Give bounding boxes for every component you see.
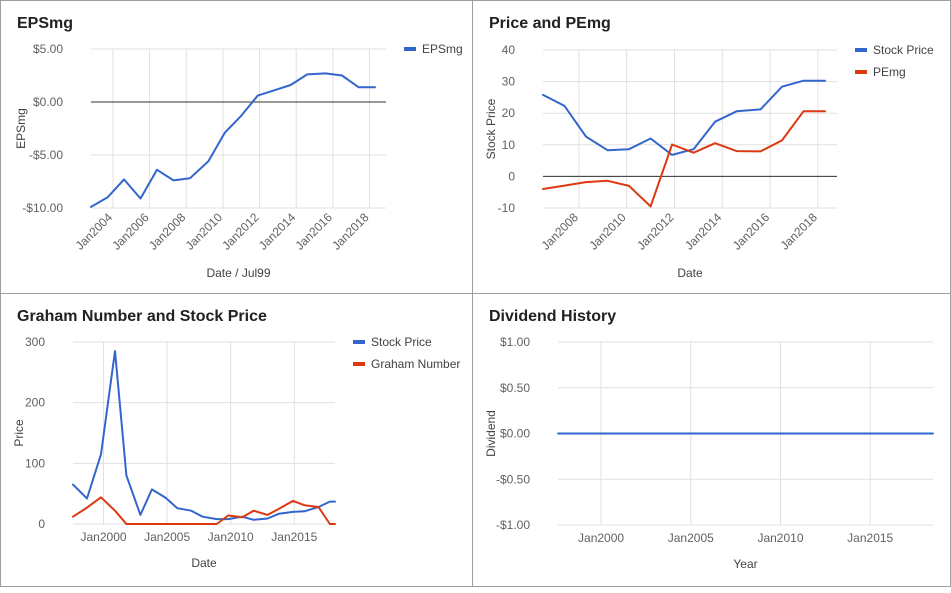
chart-panel-price-pemg: Price and PEmg 40 30 20 10 0 -10 Jan2008 Jan201… <box>472 0 951 294</box>
x-tick-label: Jan2010 <box>208 530 254 544</box>
y-tick-label: $0.50 <box>500 381 530 395</box>
legend-swatch <box>353 340 365 344</box>
y-tick-label: -$1.00 <box>496 518 530 532</box>
y-axis-label: EPSmg <box>14 108 28 149</box>
x-tick-label: Jan2000 <box>81 530 127 544</box>
legend-label: Stock Price <box>371 335 432 349</box>
y-tick-label: 0 <box>38 517 45 531</box>
chart-title: Graham Number and Stock Price <box>17 308 267 325</box>
y-tick-label: -10 <box>498 201 516 215</box>
x-tick-label: Jan2006 <box>109 210 152 253</box>
legend-label: Stock Price <box>873 43 934 57</box>
x-tick-label: Jan2004 <box>73 210 116 253</box>
dividend-chart: $1.00 $0.50 $0.00 -$0.50 -$1.00 Jan2000 Jan200… <box>484 335 934 571</box>
chart-panel-epsmg: EPSmg $5.00 $0.00 -$5.00 -$10.00 Jan2004 Jan2… <box>0 0 473 294</box>
y-tick-label: 10 <box>502 138 516 152</box>
legend-label: EPSmg <box>422 42 463 56</box>
series-line-graham-number <box>72 496 336 525</box>
x-tick-label: Jan2016 <box>730 210 773 253</box>
y-tick-label: 200 <box>25 396 45 410</box>
y-axis-label: Stock Price <box>484 98 498 159</box>
x-tick-label: Jan2008 <box>539 210 582 253</box>
y-axis-label: Price <box>12 419 26 447</box>
y-tick-label: 20 <box>502 106 516 120</box>
y-tick-label: -$5.00 <box>29 148 63 162</box>
y-axis-label: Dividend <box>484 410 498 457</box>
x-tick-label: Jan2014 <box>682 210 725 253</box>
y-tick-label: 30 <box>502 75 516 89</box>
legend-swatch <box>353 362 365 366</box>
chart-title: EPSmg <box>17 15 74 32</box>
x-tick-label: Jan2014 <box>256 210 299 253</box>
chart-panel-dividend: Dividend History $1.00 $0.50 $0.00 -$0.50 -$… <box>472 293 951 587</box>
x-tick-label: Jan2012 <box>634 210 677 253</box>
legend-label: PEmg <box>873 65 906 79</box>
y-tick-label: 100 <box>25 456 45 470</box>
x-tick-label: Jan2010 <box>183 210 226 253</box>
x-tick-label: Jan2010 <box>586 210 629 253</box>
series-line-stock-price <box>72 350 336 521</box>
series-line-pemg <box>542 110 826 208</box>
y-tick-label: 40 <box>502 43 516 57</box>
series-line-stock-price <box>542 79 826 156</box>
legend-swatch <box>855 48 867 52</box>
y-tick-label: $0.00 <box>500 427 530 441</box>
y-tick-label: $1.00 <box>500 335 530 349</box>
legend-swatch <box>404 47 416 51</box>
y-tick-label: -$0.50 <box>496 472 530 486</box>
x-tick-label: Jan2015 <box>271 530 317 544</box>
x-tick-label: Jan2018 <box>329 210 372 253</box>
x-tick-label: Jan2010 <box>757 531 803 545</box>
x-tick-label: Jan2005 <box>144 530 190 544</box>
y-tick-label: -$10.00 <box>22 201 63 215</box>
x-tick-label: Jan2016 <box>293 210 336 253</box>
chart-title: Price and PEmg <box>489 15 611 32</box>
x-tick-label: Jan2005 <box>668 531 714 545</box>
graham-chart: 300 200 100 0 Jan2000 Jan2005 Jan2010 Jan2015 Da… <box>12 335 460 570</box>
x-tick-label: Jan2012 <box>219 210 262 253</box>
price-pemg-chart: 40 30 20 10 0 -10 Jan2008 Jan2010 Jan2012 Jan2014… <box>484 43 934 280</box>
x-tick-label: Jan2015 <box>847 531 893 545</box>
legend-swatch <box>855 70 867 74</box>
x-tick-label: Jan2008 <box>146 210 189 253</box>
y-tick-label: 0 <box>508 169 515 183</box>
legend-label: Graham Number <box>371 357 460 371</box>
x-axis-label: Date / Jul99 <box>206 266 270 280</box>
chart-title: Dividend History <box>489 308 617 325</box>
y-tick-label: 300 <box>25 335 45 349</box>
x-axis-label: Date <box>677 266 703 280</box>
epsmg-chart: $5.00$0.00-$5.00-$10.00Jan2004Jan2006Jan… <box>14 42 463 280</box>
series-line-epsmg <box>90 72 376 208</box>
x-tick-label: Jan2018 <box>778 210 821 253</box>
y-tick-label: $5.00 <box>33 42 63 56</box>
chart-panel-graham: Graham Number and Stock Price 300 200 100 0… <box>0 293 473 587</box>
x-axis-label: Year <box>733 557 757 571</box>
x-axis-label: Date <box>191 556 217 570</box>
y-tick-label: $0.00 <box>33 95 63 109</box>
x-tick-label: Jan2000 <box>578 531 624 545</box>
